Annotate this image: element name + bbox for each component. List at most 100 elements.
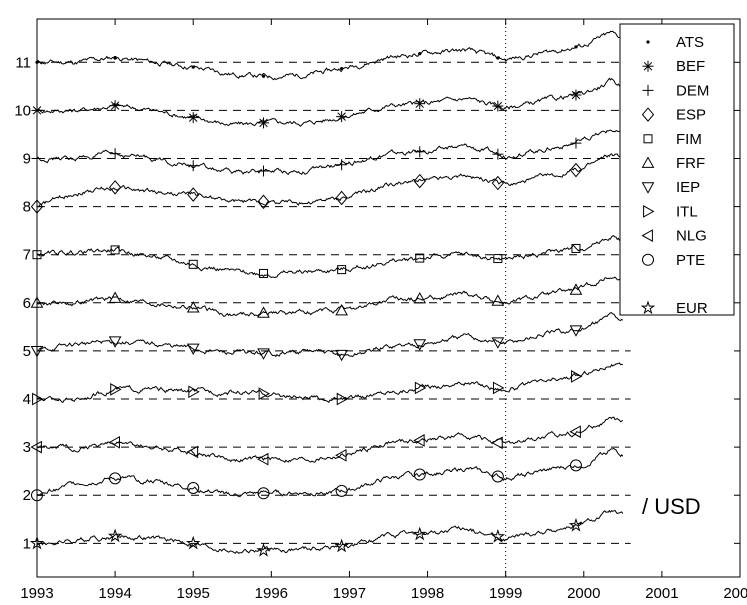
series-line-eur <box>36 509 624 554</box>
series-marker-esp-3 <box>257 194 270 210</box>
legend: ATS BEF DEM ESP FIM FRF IEP ITL NLG PTE EUR <box>619 23 735 317</box>
legend-item-dem: DEM <box>642 82 709 99</box>
series-marker-iep-3 <box>257 348 270 360</box>
series-marker-bef-3 <box>258 117 270 129</box>
series-marker-ats-3 <box>261 74 266 78</box>
legend-label-bef: BEF <box>676 58 705 75</box>
series-line-pte <box>36 447 624 498</box>
series-marker-fim-2 <box>188 259 198 269</box>
series-iep <box>30 312 624 362</box>
series-marker-itl-6 <box>492 381 505 395</box>
series-marker-pte-5 <box>413 468 426 481</box>
series-marker-pte-2 <box>187 482 200 495</box>
series-marker-eur-5 <box>412 526 427 541</box>
legend-label-ats: ATS <box>676 34 704 51</box>
series-marker-nlg-3 <box>256 452 269 466</box>
series-marker-bef-1 <box>109 100 121 112</box>
series-marker-frf-0 <box>30 296 44 308</box>
series-marker-itl-3 <box>258 387 271 401</box>
series-dem <box>31 129 624 177</box>
x-tick-label-2002: 2002 <box>723 585 747 602</box>
series-marker-fim-4 <box>337 265 347 275</box>
series-nlg <box>30 416 624 466</box>
series-line-esp <box>36 153 624 208</box>
series-marker-ats-2 <box>191 65 195 69</box>
series-marker-esp-0 <box>30 199 44 214</box>
series-marker-iep-7 <box>569 325 583 337</box>
legend-label-fim: FIM <box>676 131 702 148</box>
series-marker-nlg-5 <box>413 434 425 447</box>
baseline-group <box>37 61 631 544</box>
legend-label-dem: DEM <box>676 82 709 99</box>
x-tick-label-1994: 1994 <box>98 585 131 602</box>
legend-marker-esp <box>641 107 655 122</box>
series-line-bef <box>36 77 624 127</box>
x-tick-label-1997: 1997 <box>333 585 366 602</box>
legend-marker-ats <box>646 40 650 44</box>
legend-item-nlg: NLG <box>641 228 707 245</box>
legend-marker-bef <box>642 60 654 72</box>
series-marker-frf-4 <box>335 303 348 316</box>
series-marker-bef-7 <box>570 89 582 101</box>
x-axis: 1993 1994 1995 1996 1997 1998 1999 2000 2001 2002 <box>20 19 747 602</box>
legend-item-fim: FIM <box>643 131 702 148</box>
series-marker-fim-5 <box>415 253 425 263</box>
series-marker-eur-2 <box>185 535 201 550</box>
series-marker-ats-7 <box>574 45 578 49</box>
series-marker-ats-5 <box>418 52 422 56</box>
x-tick-label-1996: 1996 <box>255 585 288 602</box>
y-tick-label-9: 9 <box>23 151 31 168</box>
series-marker-bef-2 <box>187 112 199 124</box>
series-marker-ats-1 <box>113 55 117 60</box>
y-tick-label-1: 1 <box>23 535 31 552</box>
series-marker-iep-2 <box>186 343 200 356</box>
series-marker-iep-6 <box>491 337 505 349</box>
legend-label-nlg: NLG <box>676 228 707 245</box>
series-marker-fim-7 <box>571 243 581 253</box>
series-marker-fim-6 <box>493 254 503 264</box>
series-marker-ats-6 <box>496 56 500 60</box>
y-tick-label-11: 11 <box>15 54 31 71</box>
series-line-fim <box>36 235 624 279</box>
series-marker-fim-3 <box>259 268 269 278</box>
series-pte <box>31 447 624 502</box>
series-bef <box>31 77 624 129</box>
series-marker-dem-6 <box>492 148 504 160</box>
legend-item-ats: ATS <box>646 34 704 51</box>
series-marker-dem-7 <box>570 137 582 149</box>
y-tick-label-5: 5 <box>23 343 31 360</box>
series-marker-eur-7 <box>568 517 584 532</box>
series-marker-frf-7 <box>569 283 583 295</box>
legend-item-bef: BEF <box>642 58 705 75</box>
series-marker-bef-4 <box>336 111 348 123</box>
series-marker-bef-5 <box>414 98 426 110</box>
series-marker-iep-0 <box>30 346 44 358</box>
legend-marker-nlg <box>641 229 653 242</box>
legend-marker-pte <box>642 253 654 266</box>
legend-marker-eur <box>640 300 656 315</box>
series-marker-pte-7 <box>569 459 582 472</box>
series-marker-pte-4 <box>335 484 348 497</box>
y-tick-label-8: 8 <box>23 199 31 216</box>
series-ats <box>35 30 624 81</box>
y-tick-label-4: 4 <box>23 391 31 408</box>
legend-marker-itl <box>643 205 655 218</box>
x-tick-label-1995: 1995 <box>177 585 210 602</box>
series-marker-esp-1 <box>108 180 122 195</box>
series-marker-frf-6 <box>491 294 505 306</box>
series-marker-iep-5 <box>413 339 427 351</box>
series-marker-iep-1 <box>108 336 122 348</box>
currency-annotation: / USD <box>642 494 701 519</box>
series-line-iep <box>36 312 624 358</box>
series-group <box>29 30 624 557</box>
legend-item-frf: FRF <box>641 155 705 172</box>
series-marker-pte-3 <box>257 487 270 500</box>
series-line-frf <box>36 276 624 318</box>
series-marker-pte-6 <box>491 470 504 483</box>
legend-label-frf: FRF <box>676 155 705 172</box>
series-marker-nlg-4 <box>335 448 347 462</box>
series-marker-frf-2 <box>186 301 200 313</box>
series-marker-pte-1 <box>109 472 122 485</box>
series-marker-eur-1 <box>107 528 123 543</box>
series-marker-esp-6 <box>491 175 505 191</box>
